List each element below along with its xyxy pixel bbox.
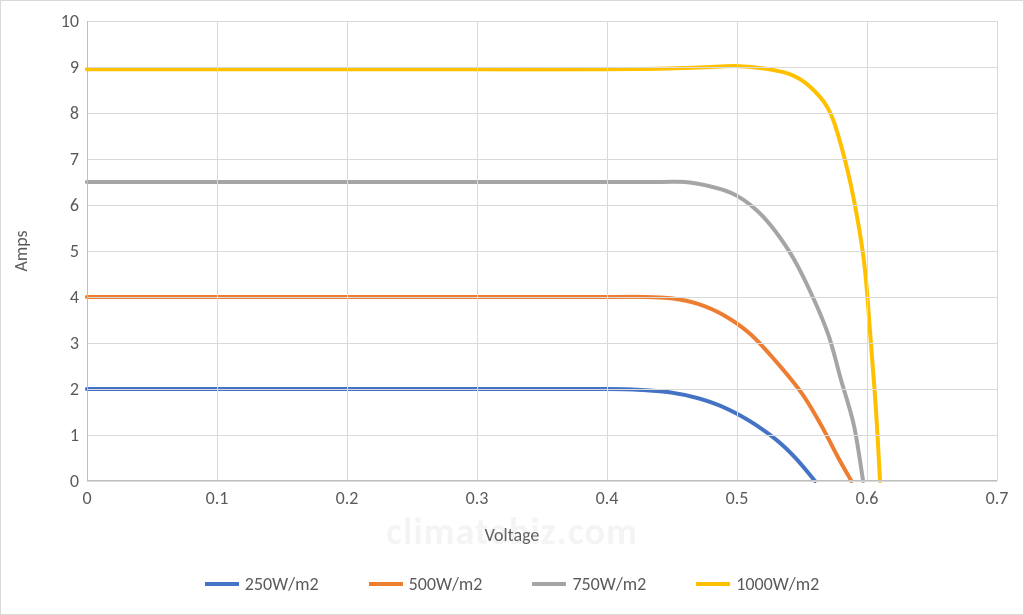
x-tick-label: 0 — [82, 481, 91, 509]
x-axis-label: Voltage — [485, 524, 540, 546]
legend-item: 250W/m2 — [205, 573, 319, 595]
grid-line-x — [737, 21, 738, 481]
grid-line-y — [87, 343, 997, 344]
y-tick-label: 3 — [70, 332, 87, 354]
x-tick-label: 0.1 — [206, 481, 229, 509]
grid-line-x — [347, 21, 348, 481]
y-axis-label: Amps — [10, 230, 32, 271]
legend-swatch — [532, 582, 566, 586]
y-tick-label: 9 — [70, 56, 87, 78]
legend-label: 250W/m2 — [245, 573, 319, 595]
grid-line-y — [87, 435, 997, 436]
grid-line-x — [607, 21, 608, 481]
legend: 250W/m2 500W/m2 750W/m2 1000W/m2 — [1, 573, 1023, 595]
legend-swatch — [696, 582, 730, 586]
grid-line-x — [867, 21, 868, 481]
y-tick-label: 6 — [70, 194, 87, 216]
grid-line-y — [87, 389, 997, 390]
grid-line-y — [87, 205, 997, 206]
y-tick-label: 8 — [70, 102, 87, 124]
axis-border — [87, 21, 88, 481]
grid-line-y — [87, 113, 997, 114]
grid-line-x — [477, 21, 478, 481]
legend-label: 500W/m2 — [409, 573, 483, 595]
series-line — [87, 66, 880, 481]
y-tick-label: 4 — [70, 286, 87, 308]
x-tick-label: 0.5 — [726, 481, 749, 509]
grid-line-y — [87, 21, 997, 22]
y-tick-label: 5 — [70, 240, 87, 262]
y-tick-label: 1 — [70, 424, 87, 446]
y-tick-label: 10 — [61, 10, 87, 32]
grid-line-y — [87, 251, 997, 252]
chart-container: Amps 01234567891000.10.20.30.40.50.60.7 … — [0, 0, 1024, 615]
legend-swatch — [205, 582, 239, 586]
legend-swatch — [369, 582, 403, 586]
grid-line-x — [997, 21, 998, 481]
x-tick-label: 0.2 — [336, 481, 359, 509]
grid-line-x — [217, 21, 218, 481]
x-tick-label: 0.6 — [856, 481, 879, 509]
legend-item: 750W/m2 — [532, 573, 646, 595]
grid-line-y — [87, 67, 997, 68]
grid-line-y — [87, 159, 997, 160]
x-tick-label: 0.7 — [986, 481, 1009, 509]
plot-area: 01234567891000.10.20.30.40.50.60.7 — [87, 21, 997, 481]
grid-line-y — [87, 297, 997, 298]
legend-item: 500W/m2 — [369, 573, 483, 595]
legend-label: 750W/m2 — [572, 573, 646, 595]
x-tick-label: 0.3 — [466, 481, 489, 509]
y-tick-label: 2 — [70, 378, 87, 400]
legend-label: 1000W/m2 — [736, 573, 819, 595]
y-tick-label: 7 — [70, 148, 87, 170]
x-tick-label: 0.4 — [596, 481, 619, 509]
legend-item: 1000W/m2 — [696, 573, 819, 595]
axis-border — [87, 480, 997, 481]
